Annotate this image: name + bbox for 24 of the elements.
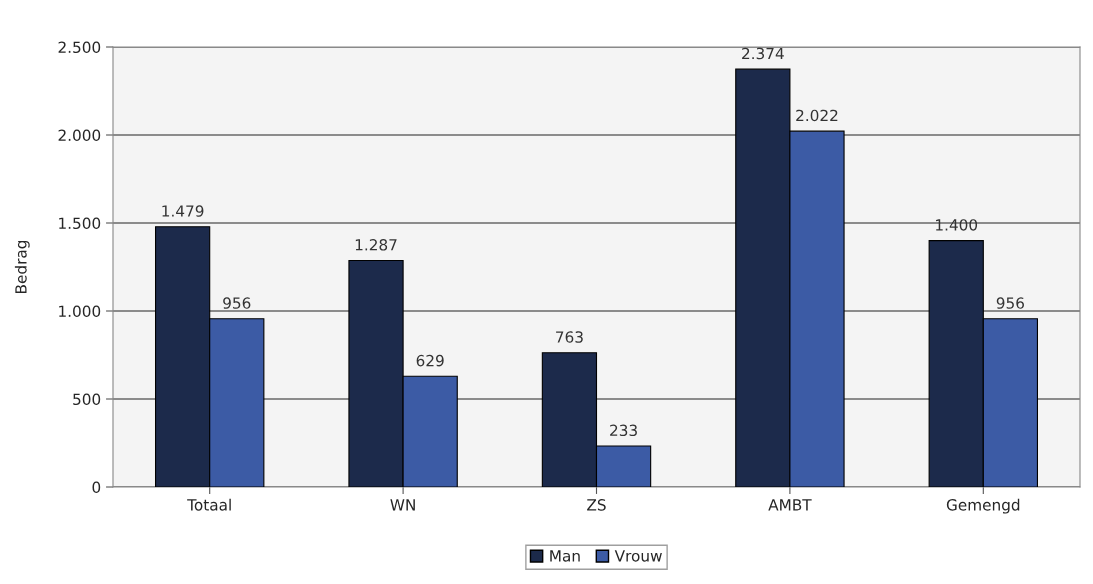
x-tick-label: Gemengd	[946, 498, 1020, 514]
data-label: 956	[996, 297, 1024, 309]
data-label: 629	[416, 354, 444, 367]
data-label: 233	[610, 424, 637, 437]
y-tick-label: 1.500	[59, 217, 101, 230]
y-tick-label: 0	[92, 481, 101, 494]
data-label: 763	[556, 331, 583, 343]
y-axis-title: Bedrag	[14, 240, 30, 293]
x-tick-label: ZS	[587, 499, 606, 511]
legend-label: Man	[550, 550, 580, 562]
y-tick-label: 1.000	[59, 305, 101, 318]
data-label: 956	[223, 297, 251, 309]
data-label: 1.287	[355, 239, 397, 251]
x-tick-label: AMBT	[768, 499, 812, 511]
data-label: 2.022	[796, 109, 838, 122]
data-label: 2.374	[742, 47, 784, 60]
x-tick-label: Totaal	[187, 498, 231, 511]
y-tick-label: 2.000	[58, 129, 101, 142]
x-tick-label: WN	[390, 499, 415, 511]
data-label: 1.400	[936, 219, 978, 231]
y-tick-label: 2.500	[58, 41, 101, 54]
legend-label: Vrouw	[614, 550, 662, 562]
data-label: 1.479	[162, 205, 204, 217]
y-tick-label: 500	[73, 393, 101, 406]
